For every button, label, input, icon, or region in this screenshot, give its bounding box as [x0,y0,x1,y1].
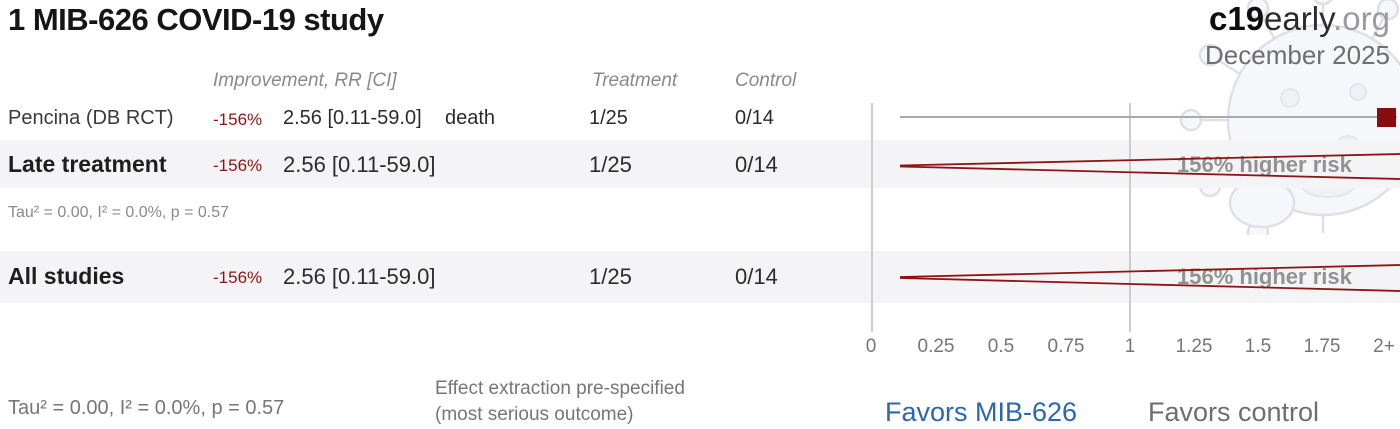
all-studies-label: All studies [8,263,125,289]
favors-treatment-label: Favors MIB-626 [885,397,1078,427]
late-rr-ci-value: 2.56 [0.11-59.0] [283,152,436,177]
all-treatment-events: 1/25 [589,264,632,289]
axis-tick: 0.75 [1047,336,1085,357]
axis-tick: 1 [1124,336,1136,357]
late-heterogeneity-stats: Tau² = 0.00, I² = 0.0%, p = 0.57 [8,204,230,221]
c19early-logo-link[interactable]: c19early.org [1209,0,1390,38]
study-rr-ci-value: 2.56 [0.11-59.0] [283,107,422,129]
study-treatment-events: 1/25 [589,107,628,129]
axis-tick: 1.25 [1175,336,1213,357]
late-treatment-label: Late treatment [8,151,167,177]
overall-heterogeneity-stats: Tau² = 0.00, I² = 0.0%, p = 0.57 [8,397,285,419]
logo-part-org: .org [1333,0,1390,37]
axis-tick: 1.5 [1244,336,1272,357]
study-confidence-interval-line [900,116,1397,118]
study-outcome-label: death [445,107,496,129]
study-name: Pencina (DB RCT) [8,107,174,129]
axis-tick: 0.25 [917,336,955,357]
axis-tick: 0 [865,336,877,357]
gridline-rr-0 [871,103,873,332]
logo-part-early: early [1264,0,1334,37]
study-control-events: 0/14 [735,107,774,129]
effect-extraction-note: Effect extraction pre-specified (most se… [435,376,685,428]
axis-tick: 0.5 [987,336,1015,357]
column-header-treatment: Treatment [592,70,678,91]
report-date: December 2025 [1205,40,1390,70]
effect-extraction-note-line1: Effect extraction pre-specified [435,378,685,399]
axis-tick: 2+ [1373,336,1395,357]
axis-tick: 1.75 [1303,336,1341,357]
late-treatment-events: 1/25 [589,152,632,177]
effect-extraction-note-line2: (most serious outcome) [435,404,634,425]
study-point-estimate-marker [1377,108,1396,127]
column-header-improvement: Improvement, RR [CI] [213,70,397,91]
late-risk-annotation: 156% higher risk [1177,152,1352,177]
all-rr-ci-value: 2.56 [0.11-59.0] [283,264,436,289]
gridline-rr-1 [1129,103,1131,332]
all-improvement-value: -156% [213,268,263,287]
column-header-control: Control [735,70,797,91]
all-control-events: 0/14 [735,264,778,289]
late-control-events: 0/14 [735,152,778,177]
all-risk-annotation: 156% higher risk [1177,264,1352,289]
page-title: 1 MIB-626 COVID-19 study [8,2,384,37]
late-improvement-value: -156% [213,156,263,175]
study-improvement-value: -156% [213,110,263,129]
favors-control-label: Favors control [1148,397,1320,427]
logo-part-c19: c19 [1208,0,1265,37]
